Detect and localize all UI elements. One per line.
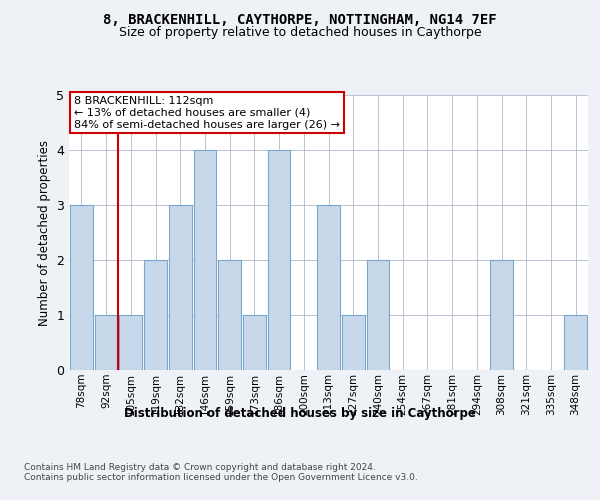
Bar — [144, 260, 167, 370]
Text: Size of property relative to detached houses in Caythorpe: Size of property relative to detached ho… — [119, 26, 481, 39]
Text: 8 BRACKENHILL: 112sqm
← 13% of detached houses are smaller (4)
84% of semi-detac: 8 BRACKENHILL: 112sqm ← 13% of detached … — [74, 96, 340, 130]
Bar — [342, 315, 365, 370]
Bar — [218, 260, 241, 370]
Bar — [194, 150, 216, 370]
Bar — [564, 315, 587, 370]
Bar — [70, 205, 93, 370]
Bar — [119, 315, 142, 370]
Bar — [490, 260, 513, 370]
Bar — [317, 205, 340, 370]
Bar — [268, 150, 290, 370]
Bar — [367, 260, 389, 370]
Y-axis label: Number of detached properties: Number of detached properties — [38, 140, 50, 326]
Bar — [169, 205, 191, 370]
Text: Contains HM Land Registry data © Crown copyright and database right 2024.
Contai: Contains HM Land Registry data © Crown c… — [24, 462, 418, 482]
Text: 8, BRACKENHILL, CAYTHORPE, NOTTINGHAM, NG14 7EF: 8, BRACKENHILL, CAYTHORPE, NOTTINGHAM, N… — [103, 12, 497, 26]
Text: Distribution of detached houses by size in Caythorpe: Distribution of detached houses by size … — [124, 408, 476, 420]
Bar — [243, 315, 266, 370]
Bar — [95, 315, 118, 370]
